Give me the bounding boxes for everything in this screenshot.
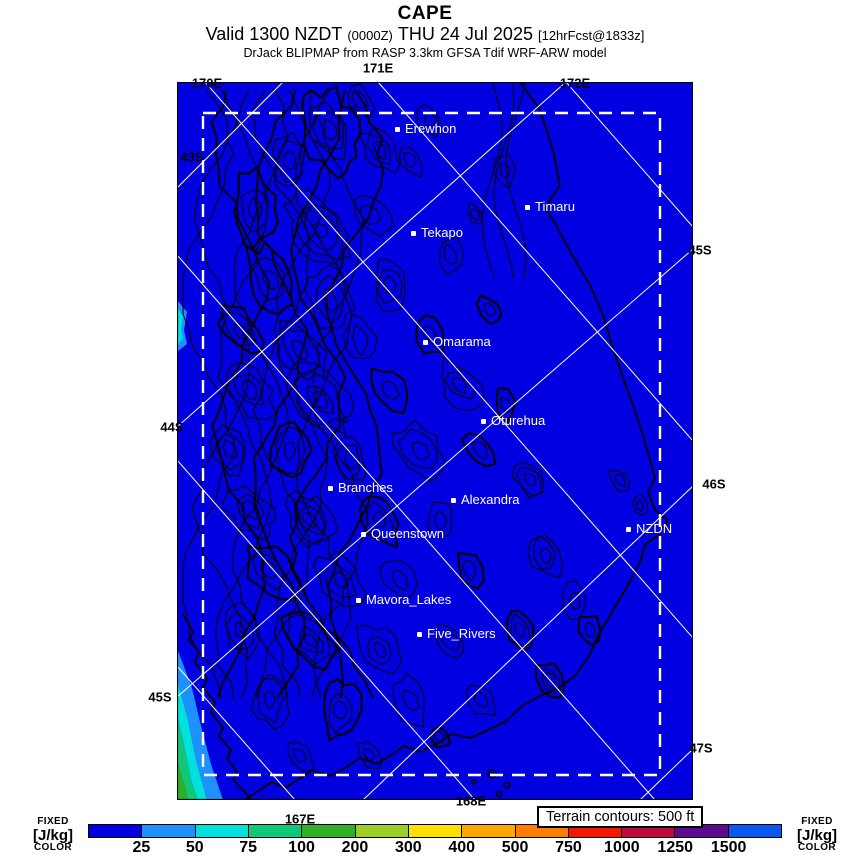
colorbar-tick-75: 75 — [239, 839, 258, 856]
geo-label-46s-7: 46S — [702, 476, 726, 492]
colorbar-tick-1000: 1000 — [604, 839, 640, 856]
colorbar-tick-400: 400 — [448, 839, 476, 856]
model-attribution-line: DrJack BLIPMAP from RASP 3.3km GFSA Tdif… — [243, 46, 607, 60]
city-dot-alexandra — [451, 498, 456, 503]
city-dot-tekapo — [411, 231, 416, 236]
colorbar-tick-300: 300 — [394, 839, 422, 856]
terrain-contour-layer — [182, 82, 649, 772]
geo-label-170e-0: 170E — [191, 75, 223, 91]
terrain-contour-note: Terrain contours: 500 ft — [537, 806, 704, 828]
colorbar-segment-4 — [302, 825, 356, 837]
fixed-label: FIXED — [37, 816, 69, 827]
geo-label-44s-4: 44S — [160, 419, 184, 435]
valid-forecast-tag: [12hrFcst@1833z] — [537, 28, 645, 43]
city-dot-omarama — [423, 340, 428, 345]
city-label-branches: Branches — [338, 479, 393, 495]
geo-label-47s-8: 47S — [689, 740, 713, 756]
colorbar-tick-50: 50 — [185, 839, 204, 856]
map-layers — [177, 82, 693, 800]
city-dot-branches — [328, 486, 333, 491]
colorbar-segment-3 — [248, 825, 303, 837]
city-label-queenstown: Queenstown — [371, 525, 444, 541]
colorbar-segment-0 — [89, 825, 143, 837]
colorbar-segment-10 — [622, 825, 676, 837]
valid-prefix: Valid 1300 NZDT — [205, 24, 343, 44]
colorbar-segment-5 — [355, 825, 409, 837]
map-frame — [177, 82, 693, 800]
inner-domain-border — [201, 111, 662, 777]
valid-time-line: Valid 1300 NZDT (0000Z) THU 24 Jul 2025 … — [0, 24, 850, 45]
colorbar-tick-25: 25 — [132, 839, 151, 856]
cape-ocean-band — [177, 680, 207, 800]
colorbar-segment-12 — [728, 825, 782, 837]
cape-ocean-band — [177, 714, 198, 800]
colorbar-segment-8 — [515, 825, 569, 837]
city-label-timaru: Timaru — [535, 198, 575, 214]
geo-label-168e-10: 168E — [455, 793, 487, 809]
color-label: COLOR — [33, 842, 73, 854]
colorbar-segment-11 — [675, 825, 729, 837]
graticule — [177, 82, 693, 800]
colorbar-units-right: FIXED [J/kg] COLOR — [786, 816, 848, 854]
city-dot-timaru — [525, 205, 530, 210]
colorbar-tick-1500: 1500 — [710, 839, 747, 856]
city-dot-oturehua — [481, 419, 486, 424]
city-label-alexandra: Alexandra — [461, 491, 520, 507]
geo-label-171e-1: 171E — [362, 60, 394, 76]
colorbar-tick-1250: 1250 — [657, 839, 694, 856]
cape-colorbar — [88, 824, 782, 838]
cape-ocean-band — [177, 648, 223, 800]
city-dot-five_rivers — [417, 632, 422, 637]
color-label: COLOR — [797, 842, 837, 854]
units-label: [J/kg] — [32, 826, 73, 844]
colorbar-tick-750: 750 — [555, 839, 582, 856]
city-dot-queenstown — [361, 532, 366, 537]
geo-label-167e-9: 167E — [284, 811, 316, 827]
colorbar-units-left: FIXED [J/kg] COLOR — [22, 816, 84, 854]
colorbar-segment-6 — [408, 825, 463, 837]
city-dot-nzdn — [626, 527, 631, 532]
fixed-label: FIXED — [801, 816, 833, 827]
cape-ocean-band — [177, 760, 188, 800]
colorbar-segment-1 — [142, 825, 196, 837]
city-label-oturehua: Oturehua — [491, 412, 546, 428]
city-dot-mavora_lakes — [356, 598, 361, 603]
colorbar-tick-100: 100 — [288, 839, 315, 856]
map-region — [177, 82, 693, 800]
geo-label-172e-2: 172E — [559, 75, 591, 91]
city-label-five_rivers: Five_Rivers — [427, 625, 496, 641]
geo-label-43s-3: 43S — [180, 149, 204, 165]
colorbar-segment-9 — [568, 825, 623, 837]
colorbar-segment-2 — [195, 825, 249, 837]
map-canvas[interactable] — [177, 82, 693, 800]
colorbar-tick-500: 500 — [501, 839, 529, 856]
page-title: CAPE — [397, 3, 453, 24]
city-label-erewhon: Erewhon — [405, 120, 457, 136]
colorbar-segment-7 — [462, 825, 516, 837]
city-label-tekapo: Tekapo — [421, 224, 463, 240]
geo-label-45s-6: 45S — [688, 242, 712, 258]
city-label-nzdn: NZDN — [636, 520, 673, 536]
valid-utc: (0000Z) — [347, 28, 393, 43]
units-label: [J/kg] — [796, 826, 837, 844]
city-label-mavora_lakes: Mavora_Lakes — [366, 591, 452, 607]
valid-date: THU 24 Jul 2025 — [397, 24, 533, 44]
city-label-omarama: Omarama — [433, 333, 491, 349]
city-dot-erewhon — [395, 127, 400, 132]
cape-ocean-band — [177, 308, 183, 346]
geo-label-45s-5: 45S — [148, 689, 172, 705]
colorbar-tick-200: 200 — [341, 839, 369, 856]
